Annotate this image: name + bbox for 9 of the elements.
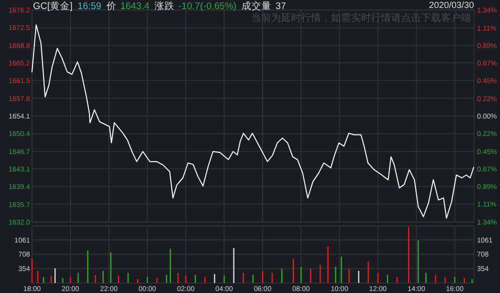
annotation: 涨跌 [154,0,174,12]
annotation: 成交量 [241,0,272,12]
chart-title: GC[黄金] [33,0,73,12]
annotation: 2020/03/30 [428,0,474,10]
annotation: 16:59 [78,1,102,12]
annotation: 37 [275,1,286,12]
annotation: 价 [105,0,116,12]
annotation: -10.7(-0.65%) [178,1,236,12]
annotation: 1643.4 [120,1,150,12]
